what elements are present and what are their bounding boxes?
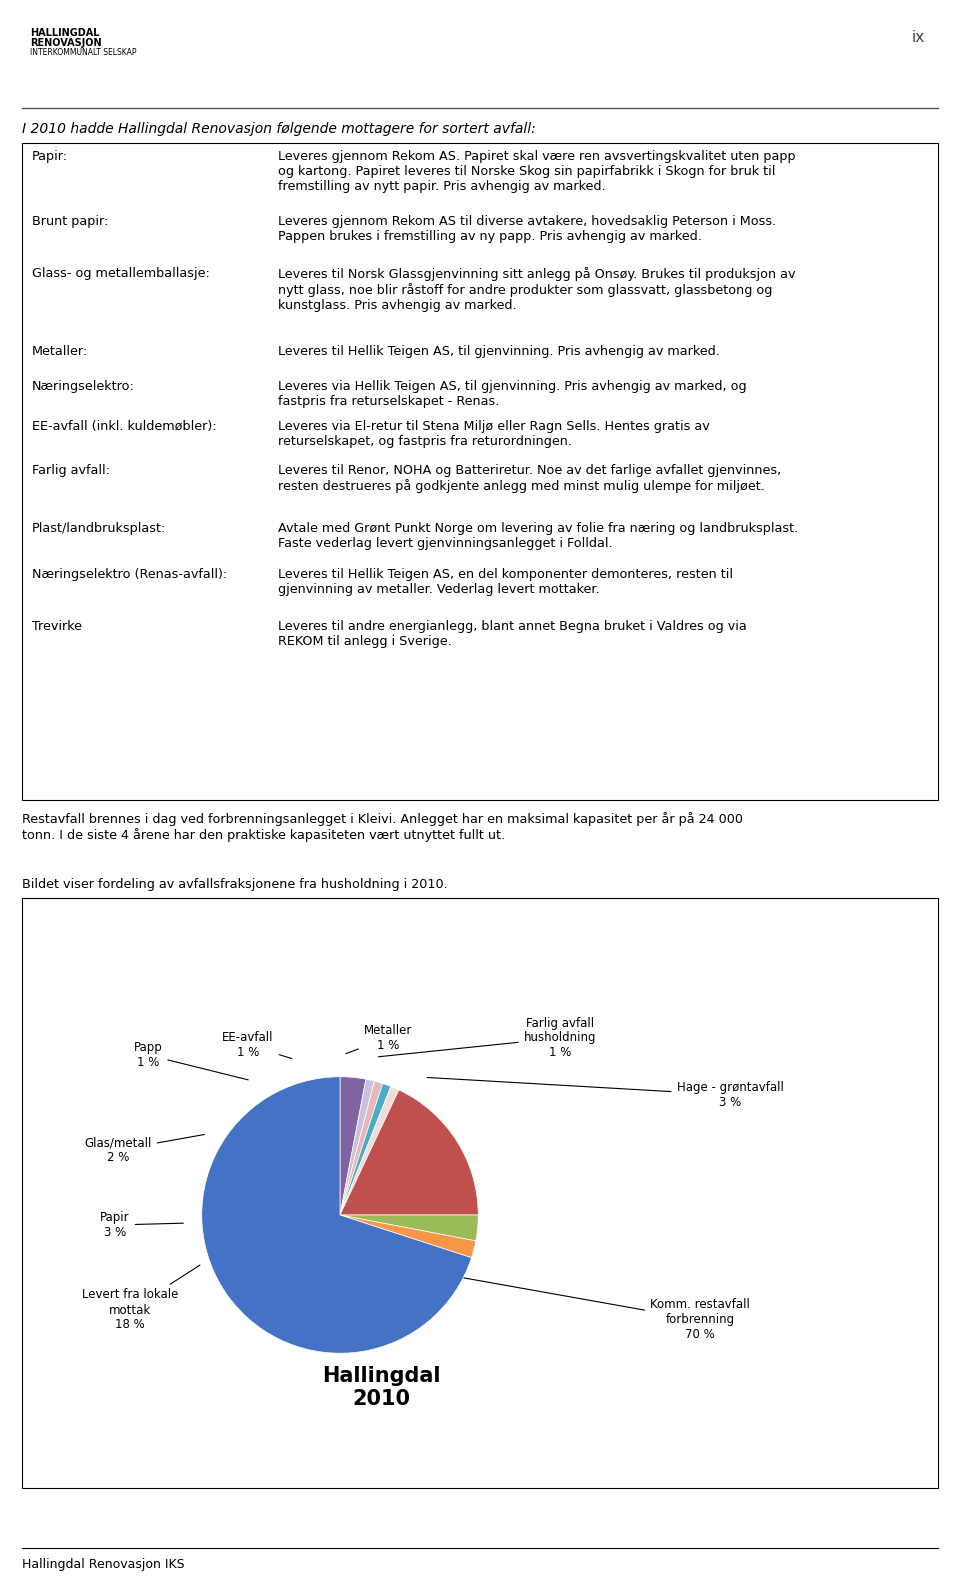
Wedge shape: [340, 1089, 478, 1215]
Text: Leveres til Norsk Glassgjenvinning sitt anlegg på Onsøy. Brukes til produksjon a: Leveres til Norsk Glassgjenvinning sitt …: [278, 266, 796, 313]
Text: Farlig avfall
husholdning
1 %: Farlig avfall husholdning 1 %: [378, 1016, 596, 1059]
Text: Restavfall brennes i dag ved forbrenningsanlegget i Kleivi. Anlegget har en maks: Restavfall brennes i dag ved forbrenning…: [22, 812, 743, 842]
Text: Leveres via El-retur til Stena Miljø eller Ragn Sells. Hentes gratis av
retursel: Leveres via El-retur til Stena Miljø ell…: [278, 419, 709, 448]
Text: Komm. restavfall
forbrenning
70 %: Komm. restavfall forbrenning 70 %: [432, 1273, 750, 1341]
Text: Papp
1 %: Papp 1 %: [133, 1042, 249, 1080]
Text: Metaller
1 %: Metaller 1 %: [346, 1024, 412, 1054]
Text: Brunt papir:: Brunt papir:: [32, 215, 108, 228]
Text: Leveres gjennom Rekom AS til diverse avtakere, hovedsaklig Peterson i Moss.
Papp: Leveres gjennom Rekom AS til diverse avt…: [278, 215, 777, 242]
Text: Papir
3 %: Papir 3 %: [100, 1211, 183, 1239]
Text: Næringselektro (Renas-avfall):: Næringselektro (Renas-avfall):: [32, 568, 228, 581]
Text: Leveres til Hellik Teigen AS, en del komponenter demonteres, resten til
gjenvinn: Leveres til Hellik Teigen AS, en del kom…: [278, 568, 733, 597]
Text: Næringselektro:: Næringselektro:: [32, 380, 134, 392]
Wedge shape: [340, 1086, 398, 1215]
Text: Leveres til Renor, NOHA og Batteriretur. Noe av det farlige avfallet gjenvinnes,: Leveres til Renor, NOHA og Batteriretur.…: [278, 464, 781, 493]
Text: Leveres gjennom Rekom AS. Papiret skal være ren avsvertingskvalitet uten papp
og: Leveres gjennom Rekom AS. Papiret skal v…: [278, 150, 796, 193]
Text: Hallingdal
2010: Hallingdal 2010: [323, 1367, 441, 1410]
Text: Trevirke: Trevirke: [32, 620, 82, 633]
Text: RENOVASJON: RENOVASJON: [30, 38, 102, 48]
Text: Bildet viser fordeling av avfallsfraksjonene fra husholdning i 2010.: Bildet viser fordeling av avfallsfraksjo…: [22, 877, 447, 892]
Wedge shape: [202, 1077, 471, 1353]
Text: Metaller:: Metaller:: [32, 345, 88, 357]
Text: HALLINGDAL: HALLINGDAL: [30, 29, 100, 38]
Text: INTERKOMMUNALT SELSKAP: INTERKOMMUNALT SELSKAP: [30, 48, 136, 57]
Text: Glas/metall
2 %: Glas/metall 2 %: [84, 1134, 204, 1164]
Text: I 2010 hadde Hallingdal Renovasjon følgende mottagere for sortert avfall:: I 2010 hadde Hallingdal Renovasjon følge…: [22, 121, 536, 136]
Text: Plast/landbruksplast:: Plast/landbruksplast:: [32, 522, 166, 534]
Text: Glass- og metallemballasje:: Glass- og metallemballasje:: [32, 266, 210, 281]
Bar: [22, 898, 938, 1488]
Text: Leveres via Hellik Teigen AS, til gjenvinning. Pris avhengig av marked, og
fastp: Leveres via Hellik Teigen AS, til gjenvi…: [278, 380, 747, 408]
Text: Hage - grøntavfall
3 %: Hage - grøntavfall 3 %: [427, 1078, 783, 1109]
Text: Leveres til andre energianlegg, blant annet Begna bruket i Valdres og via
REKOM : Leveres til andre energianlegg, blant an…: [278, 620, 747, 648]
Wedge shape: [340, 1077, 366, 1215]
Text: Farlig avfall:: Farlig avfall:: [32, 464, 110, 477]
Text: Hallingdal Renovasjon IKS: Hallingdal Renovasjon IKS: [22, 1558, 184, 1571]
Text: Avtale med Grønt Punkt Norge om levering av folie fra næring og landbruksplast.
: Avtale med Grønt Punkt Norge om levering…: [278, 522, 799, 550]
Bar: [22, 144, 938, 801]
Text: EE-avfall
1 %: EE-avfall 1 %: [223, 1030, 292, 1059]
Wedge shape: [340, 1081, 383, 1215]
Text: Levert fra lokale
mottak
18 %: Levert fra lokale mottak 18 %: [82, 1265, 200, 1332]
Wedge shape: [340, 1215, 476, 1258]
Wedge shape: [340, 1215, 478, 1241]
Text: Papir:: Papir:: [32, 150, 68, 163]
Wedge shape: [340, 1083, 391, 1215]
Text: ix: ix: [911, 30, 924, 45]
Wedge shape: [340, 1080, 374, 1215]
Text: Leveres til Hellik Teigen AS, til gjenvinning. Pris avhengig av marked.: Leveres til Hellik Teigen AS, til gjenvi…: [278, 345, 720, 357]
Text: EE-avfall (inkl. kuldemøbler):: EE-avfall (inkl. kuldemøbler):: [32, 419, 217, 432]
